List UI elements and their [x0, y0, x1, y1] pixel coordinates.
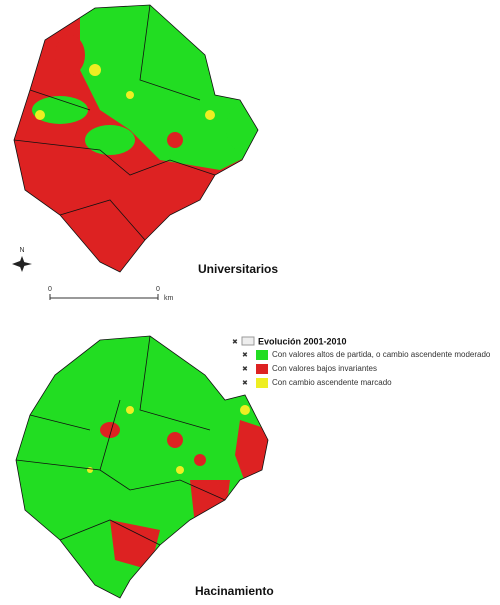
legend-swatch — [256, 364, 268, 374]
map-outline — [15, 335, 269, 599]
map-title: Universitarios — [198, 262, 278, 276]
legend-check: ✖ — [242, 380, 248, 387]
legend-icon: ✖ — [232, 339, 238, 346]
scale-unit: km — [164, 295, 174, 302]
north-arrow: N — [12, 247, 32, 272]
legend-check: ✖ — [242, 352, 248, 359]
scale-bar: 0 0 km — [48, 286, 173, 302]
legend-swatch — [256, 378, 268, 388]
north-label: N — [19, 247, 24, 254]
legend-title: Evolución 2001-2010 — [258, 336, 347, 346]
scale-label: 0 — [156, 286, 160, 293]
scale-label: 0 — [48, 286, 52, 293]
map-title: Hacinamiento — [195, 584, 274, 598]
legend-check: ✖ — [242, 366, 248, 373]
legend-label: Con valores altos de partida, o cambio a… — [272, 350, 491, 359]
legend-label: Con valores bajos invariantes — [272, 364, 377, 373]
legend-swatch — [256, 350, 268, 360]
legend-icon — [241, 336, 255, 346]
legend: ✖ Evolución 2001-2010 ✖ Con valores altos… — [232, 336, 491, 388]
map-outline — [13, 4, 259, 273]
map-universitarios — [14, 5, 258, 272]
legend-label: Con cambio ascendente marcado — [272, 378, 392, 387]
map-hacinamiento — [16, 336, 268, 598]
